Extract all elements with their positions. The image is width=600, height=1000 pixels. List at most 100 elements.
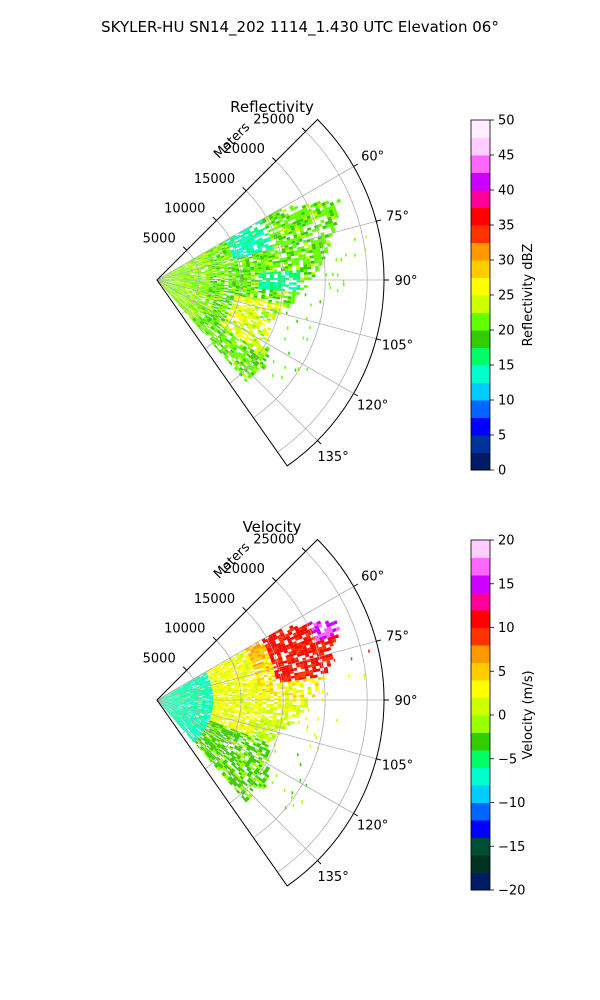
radar-cell — [163, 695, 167, 698]
radar-cell — [301, 673, 307, 677]
radar-cell — [248, 719, 253, 723]
radar-cell — [277, 275, 282, 278]
radar-cell — [231, 242, 236, 246]
radar-cell — [176, 716, 181, 720]
radar-cell — [213, 300, 218, 303]
radar-cell — [260, 663, 265, 667]
radar-cell — [253, 297, 258, 300]
radar-cell — [190, 715, 195, 718]
radar-cell — [201, 285, 206, 287]
radar-cell — [216, 674, 221, 678]
radar-cell — [242, 669, 247, 673]
radar-cell — [259, 253, 264, 257]
radar-cell — [254, 737, 260, 741]
radar-cell — [239, 673, 244, 677]
radar-cell — [186, 702, 191, 703]
radar-cell — [271, 674, 276, 678]
radar-cell — [208, 674, 212, 678]
radar-cell — [283, 717, 288, 721]
radar-cell — [175, 278, 180, 280]
radar-cell — [187, 265, 192, 268]
radar-cell — [226, 735, 231, 739]
radar-cell — [190, 275, 195, 277]
radar-cell — [296, 280, 301, 283]
radar-cell — [230, 727, 235, 730]
radar-cell — [198, 731, 202, 735]
radar-cell — [177, 688, 181, 691]
radar-cell — [185, 717, 189, 721]
radar-cell — [245, 342, 250, 347]
radar-cell — [316, 640, 322, 645]
radar-cell — [224, 740, 228, 744]
radar-cell — [307, 686, 312, 690]
radar-cell — [218, 726, 223, 730]
radar-cell — [247, 752, 252, 757]
radial-tick — [301, 127, 306, 132]
radar-cell — [267, 675, 272, 679]
radar-cell — [163, 702, 168, 704]
radar-cell — [163, 276, 168, 278]
radar-cell — [227, 689, 232, 692]
radar-cell — [243, 690, 248, 693]
radar-cell — [244, 337, 249, 342]
radar-cell — [197, 679, 202, 682]
radar-cell — [178, 271, 182, 274]
radar-cell — [234, 355, 239, 360]
radar-cell — [192, 313, 196, 317]
radar-cell — [200, 290, 205, 292]
radar-cell — [285, 695, 289, 698]
radar-cell — [195, 729, 199, 733]
radar-cell — [309, 203, 315, 209]
radar-cell — [326, 240, 331, 244]
radar-cell — [185, 709, 189, 712]
radar-cell — [189, 690, 194, 693]
angle-tick-label: 120° — [357, 399, 388, 414]
radar-cell — [256, 234, 262, 238]
radar-cell — [285, 277, 289, 280]
radar-cell — [199, 264, 204, 267]
radar-cell — [227, 672, 232, 676]
radar-cell — [266, 671, 271, 675]
radar-cell — [266, 739, 271, 744]
angular-gridline — [156, 279, 354, 394]
radar-cell — [200, 728, 205, 732]
radar-cell — [307, 637, 313, 642]
radar-cell — [299, 218, 304, 223]
radar-cell — [231, 290, 236, 293]
radar-cell — [198, 716, 203, 719]
radar-cell — [202, 732, 207, 736]
radar-cell — [251, 326, 256, 330]
radar-cell — [235, 735, 240, 739]
radar-cell — [314, 685, 319, 689]
radar-cell — [193, 273, 198, 275]
radar-cell — [173, 270, 178, 273]
radar-cell — [235, 269, 240, 272]
radar-cell — [262, 771, 267, 776]
radar-cell — [216, 750, 221, 755]
radar-cell — [232, 303, 237, 306]
radar-cell — [215, 292, 220, 295]
radar-cell — [235, 689, 240, 692]
radial-gridline — [180, 249, 200, 315]
radar-cell — [264, 313, 269, 317]
radar-cell — [242, 658, 247, 662]
radar-cell — [239, 324, 244, 328]
radar-cell — [208, 316, 213, 320]
radar-speckle — [354, 237, 356, 241]
radar-cell — [182, 306, 186, 311]
radar-cell — [231, 269, 236, 271]
radar-cell — [163, 703, 167, 705]
radar-cell — [299, 649, 305, 654]
radar-cell — [180, 290, 185, 293]
radar-cell — [220, 277, 225, 279]
radar-cell — [186, 302, 190, 306]
radar-cell — [268, 259, 273, 263]
radar-cell — [219, 339, 224, 343]
radar-cell — [219, 685, 224, 688]
radar-cell — [305, 670, 310, 674]
radar-speckle — [365, 235, 367, 239]
radar-cell — [198, 725, 203, 728]
radar-cell — [227, 708, 232, 711]
radar-cell — [262, 777, 267, 782]
radar-cell — [196, 257, 201, 260]
